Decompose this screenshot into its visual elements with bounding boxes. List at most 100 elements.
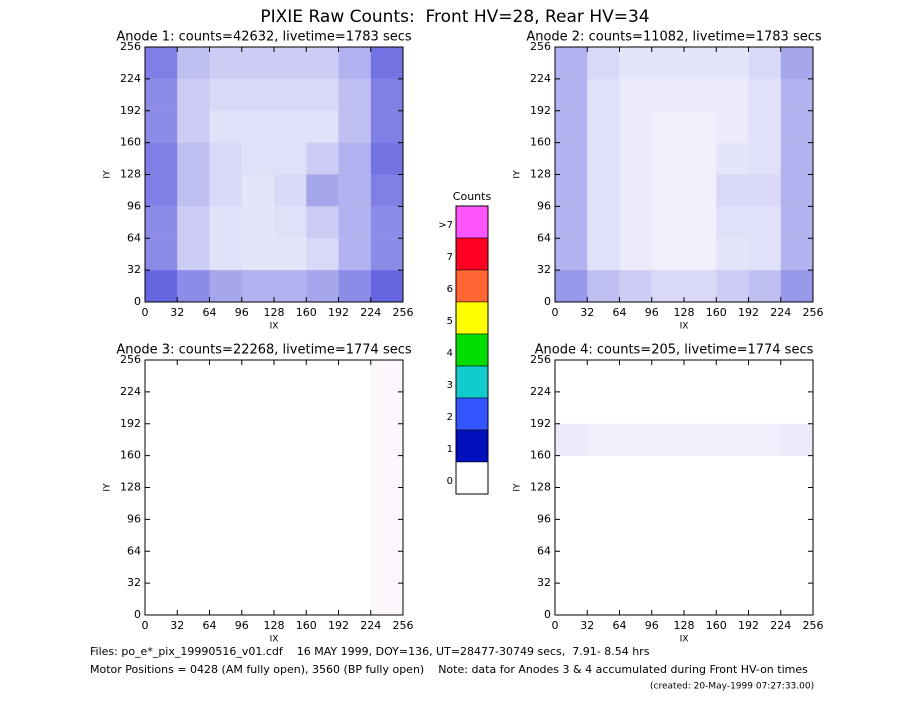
density-cell	[145, 424, 177, 456]
density-cell	[555, 519, 587, 551]
density-cell	[716, 238, 749, 271]
density-cell	[555, 270, 588, 302]
density-cell	[370, 487, 403, 520]
density-cell	[241, 270, 274, 302]
density-cell	[555, 583, 587, 615]
y-axis-label: IY	[103, 170, 113, 179]
density-cell	[555, 174, 588, 207]
y-tick-label: 64	[537, 544, 551, 557]
density-cell	[716, 270, 749, 302]
density-cell	[210, 360, 242, 392]
density-cell	[339, 583, 371, 615]
density-cell	[555, 456, 587, 488]
density-cell	[370, 519, 403, 552]
density-cell	[619, 423, 652, 456]
density-cell	[306, 47, 339, 79]
density-cell	[555, 238, 588, 271]
density-cell	[338, 238, 371, 271]
x-tick-label: 256	[803, 306, 824, 319]
density-cell	[177, 174, 210, 207]
density-cell	[145, 238, 178, 271]
density-cell	[619, 270, 652, 302]
density-cell	[177, 206, 210, 239]
density-cell	[555, 423, 588, 456]
x-tick-label: 128	[674, 306, 695, 319]
density-cell	[619, 238, 652, 271]
density-cell	[620, 519, 652, 551]
density-cell	[587, 519, 619, 551]
density-cell	[684, 110, 717, 143]
density-cell	[587, 360, 619, 392]
colorbar-title: Counts	[453, 190, 492, 203]
density-cell	[210, 488, 242, 520]
y-tick-label: 32	[127, 263, 141, 276]
density-cell	[587, 392, 619, 424]
y-tick-label: 0	[134, 295, 141, 308]
x-tick-label: 192	[328, 306, 349, 319]
x-tick-label: 96	[235, 619, 249, 632]
density-cell	[209, 174, 242, 207]
colorbar-swatch	[455, 205, 489, 239]
density-cell	[684, 519, 716, 551]
density-cell	[370, 206, 403, 239]
y-tick-label: 256	[120, 40, 141, 53]
density-cell	[177, 456, 209, 488]
colorbar-swatch	[455, 365, 489, 399]
colorbar-swatch	[455, 461, 489, 495]
density-cell	[242, 519, 274, 551]
density-cell	[274, 78, 307, 111]
colorbar-swatch	[455, 301, 489, 335]
density-cell	[210, 456, 242, 488]
density-cell	[652, 392, 684, 424]
density-cell	[684, 174, 717, 207]
colorbar-swatch	[455, 237, 489, 271]
density-cell	[370, 270, 403, 302]
x-tick-label: 224	[770, 306, 791, 319]
density-cell	[339, 360, 371, 392]
x-axis-label: IX	[270, 322, 279, 332]
density-cell	[145, 174, 178, 207]
density-cell	[781, 519, 813, 551]
density-cell	[177, 551, 209, 583]
density-cell	[306, 392, 338, 424]
density-cell	[145, 47, 178, 79]
x-axis-label: IX	[680, 635, 689, 645]
density-cell	[716, 392, 748, 424]
y-tick-label: 96	[537, 199, 551, 212]
density-cell	[620, 488, 652, 520]
density-cell	[716, 488, 748, 520]
density-cell	[780, 142, 813, 175]
density-cell	[209, 78, 242, 111]
density-cell	[652, 360, 684, 392]
density-cell	[652, 488, 684, 520]
density-cell	[587, 142, 620, 175]
y-tick-label: 128	[120, 481, 141, 494]
density-cell	[145, 583, 177, 615]
density-cell	[210, 551, 242, 583]
density-cell	[716, 142, 749, 175]
colorbar-swatch	[455, 397, 489, 431]
density-cell	[651, 142, 684, 175]
density-cell	[241, 47, 274, 79]
density-cell	[684, 583, 716, 615]
y-tick-label: 96	[127, 512, 141, 525]
density-cell	[210, 583, 242, 615]
x-tick-label: 128	[674, 619, 695, 632]
density-cell	[338, 47, 371, 79]
density-cell	[306, 360, 338, 392]
density-cell	[370, 47, 403, 79]
density-cell	[749, 456, 781, 488]
density-cell	[651, 270, 684, 302]
x-tick-label: 32	[170, 306, 184, 319]
footer-files: Files: po_e*_pix_19990516_v01.cdf 16 MAY…	[90, 645, 650, 658]
density-cell	[716, 583, 748, 615]
colorbar-swatch	[455, 269, 489, 303]
y-tick-label: 0	[544, 608, 551, 621]
density-cell	[587, 110, 620, 143]
density-cell	[177, 488, 209, 520]
y-tick-label: 160	[530, 136, 551, 149]
density-cell	[716, 551, 748, 583]
density-cell	[210, 424, 242, 456]
density-cell	[339, 519, 371, 551]
density-cell	[748, 206, 781, 239]
